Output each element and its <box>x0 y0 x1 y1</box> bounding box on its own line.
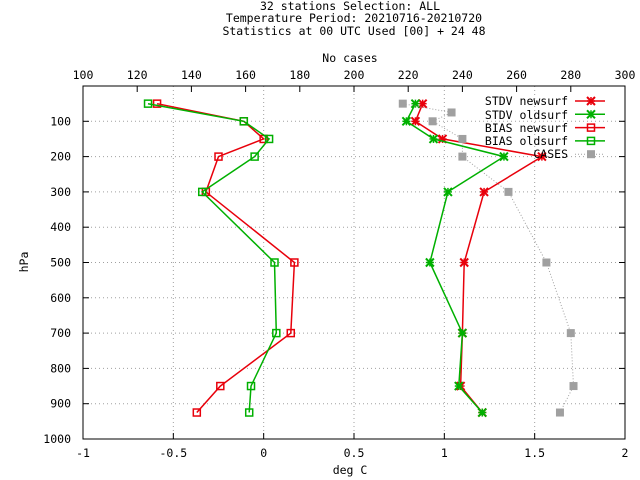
data-point-cross <box>586 109 596 120</box>
grid <box>83 86 625 439</box>
legend-samples <box>575 96 605 159</box>
data-point-cross <box>477 407 487 418</box>
data-point-cross <box>410 116 421 127</box>
x2-axis-label: No cases <box>322 51 377 65</box>
y-tick-label: 100 <box>50 114 71 128</box>
series-stdv-oldsurf <box>401 98 509 418</box>
data-point-filled-square <box>398 99 407 108</box>
x2-tick-label: 100 <box>73 68 94 82</box>
data-point-cross <box>586 96 596 106</box>
y-tick-label: 600 <box>50 291 71 305</box>
data-point-square <box>192 408 202 417</box>
x-tick-label: -0.5 <box>159 446 187 460</box>
y-tick-label: 700 <box>50 326 71 340</box>
data-point-square <box>152 99 162 108</box>
y-tick-label: 500 <box>50 256 71 270</box>
series-line <box>156 102 296 413</box>
data-point-square <box>244 408 254 417</box>
x-tick-label: 1 <box>441 446 448 460</box>
chart-title-line-2: Temperature Period: 20210716-20210720 <box>226 11 482 25</box>
data-point-square <box>272 328 281 338</box>
data-point-square <box>586 123 596 132</box>
data-point-square <box>246 381 256 391</box>
y-tick-label: 200 <box>50 150 71 164</box>
data-point-filled-square <box>504 187 513 196</box>
x-axis-label: deg C <box>333 463 368 477</box>
x2-tick-label: 220 <box>398 68 419 82</box>
data-point-filled-square <box>542 258 551 267</box>
y-tick-label: 900 <box>50 397 71 411</box>
series-line <box>405 103 506 413</box>
x-tick-label: 0 <box>260 446 267 460</box>
legend: STDV newsurf STDV oldsurf BIAS newsurf B… <box>485 94 605 161</box>
data-point-filled-square <box>566 329 575 338</box>
x2-tick-label: 180 <box>289 68 310 82</box>
series-cases <box>398 99 578 417</box>
data-point-square <box>143 99 153 108</box>
y-tick-label: 1000 <box>43 432 71 446</box>
data-point-cross <box>479 187 489 197</box>
x2-tick-label: 200 <box>344 68 365 82</box>
x2-tick-label: 160 <box>235 68 256 82</box>
x2-tick-label: 280 <box>560 68 581 82</box>
data-point-filled-square <box>458 152 467 161</box>
series-line <box>402 103 575 413</box>
legend-label-stdv-newsurf: STDV newsurf <box>485 94 568 108</box>
legend-label-stdv-oldsurf: STDV oldsurf <box>485 108 568 122</box>
data-point-square <box>239 117 249 126</box>
data-point-cross <box>428 134 439 144</box>
data-point-cross <box>425 257 435 268</box>
data-point-square <box>216 381 225 391</box>
data-point-filled-square <box>587 150 595 159</box>
data-point-square <box>214 152 223 161</box>
y-tick-label: 800 <box>50 361 71 375</box>
x2-tick-label: 140 <box>181 68 202 82</box>
legend-label-cases: CASES <box>533 147 568 161</box>
data-point-square <box>250 152 259 161</box>
x-tick-label: 2 <box>622 446 629 460</box>
data-point-filled-square <box>458 134 467 143</box>
data-point-square <box>197 187 207 197</box>
data-point-filled-square <box>569 382 578 391</box>
series-layer <box>143 98 578 418</box>
data-point-filled-square <box>428 117 437 126</box>
data-point-cross <box>457 328 468 338</box>
x2-tick-label: 240 <box>452 68 473 82</box>
data-point-square <box>270 258 279 267</box>
chart-title-line-3: Statistics at 00 UTC Used [00] + 24 48 <box>222 24 485 38</box>
x-tick-label: 0.5 <box>344 446 365 460</box>
axis-ticks: -1 -0.5 0 0.5 1 1.5 2 100 120 140 160 180 200 220 240 2… <box>43 68 635 460</box>
x2-tick-label: 120 <box>127 68 148 82</box>
x2-tick-label: 260 <box>506 68 527 82</box>
data-point-cross <box>401 116 412 127</box>
data-point-square <box>286 328 296 338</box>
data-point-cross <box>537 151 547 162</box>
data-point-filled-square <box>447 108 456 117</box>
data-point-filled-square <box>555 408 564 417</box>
legend-label-bias-oldsurf: BIAS oldsurf <box>485 134 568 148</box>
y-axis-label: hPa <box>17 252 31 273</box>
data-point-cross <box>499 151 509 162</box>
legend-label-bias-newsurf: BIAS newsurf <box>485 121 568 135</box>
x-tick-label: 1.5 <box>524 446 545 460</box>
chart-title-line-1: 32 stations Selection: ALL <box>260 0 440 13</box>
series-bias-oldsurf <box>143 99 281 417</box>
data-point-cross <box>459 257 469 268</box>
data-point-cross <box>443 187 453 197</box>
data-point-cross <box>417 98 428 109</box>
x2-tick-label: 300 <box>615 68 636 82</box>
y-tick-label: 300 <box>50 185 71 199</box>
y-tick-label: 400 <box>50 220 71 234</box>
data-point-cross <box>454 381 464 391</box>
x-tick-label: -1 <box>76 446 90 460</box>
data-point-square <box>586 136 596 146</box>
series-line <box>147 102 278 413</box>
data-point-square <box>290 258 299 267</box>
data-point-square <box>264 134 274 144</box>
